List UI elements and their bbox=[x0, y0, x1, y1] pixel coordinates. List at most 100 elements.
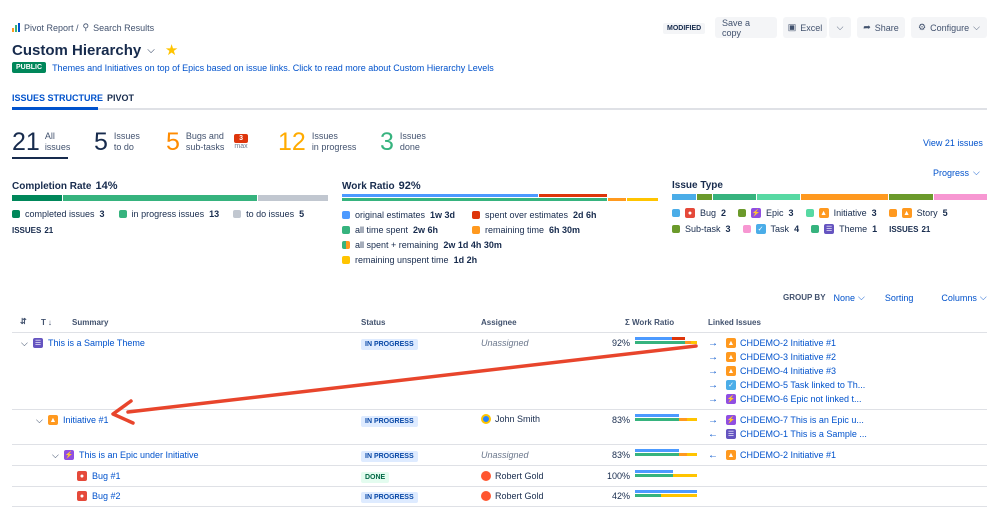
table-row-theme[interactable]: ☰ This is a Sample Theme bbox=[33, 338, 145, 348]
issue-type-bar bbox=[672, 194, 987, 200]
legend-value: 1 bbox=[872, 224, 878, 234]
column-work-ratio[interactable]: Σ Work Ratio bbox=[625, 318, 675, 327]
stat-in-progress[interactable]: 12 Issues in progress bbox=[278, 128, 356, 156]
legend-label: original estimates bbox=[355, 210, 426, 220]
row-summary[interactable]: Initiative #1 bbox=[63, 415, 109, 425]
column-status[interactable]: Status bbox=[361, 318, 386, 327]
group-by-dropdown[interactable]: None ⌵ bbox=[834, 292, 865, 303]
stat-all-issues[interactable]: 21 All issues bbox=[12, 128, 70, 159]
header-divider bbox=[12, 332, 987, 333]
excel-menu-button[interactable]: ⌵ bbox=[829, 17, 851, 38]
tab-pivot[interactable]: PIVOT bbox=[107, 93, 134, 103]
table-row-epic[interactable]: ⚡ This is an Epic under Initiative bbox=[64, 450, 199, 460]
legend-swatch bbox=[672, 225, 680, 233]
progress-dropdown[interactable]: Progress ⌵ bbox=[933, 167, 980, 178]
linked-issue[interactable]: → ▲ CHDEMO-2 Initiative #1 bbox=[708, 336, 865, 350]
linked-issue[interactable]: → ▲ CHDEMO-3 Initiative #2 bbox=[708, 350, 865, 364]
linked-issue[interactable]: → ⚡ CHDEMO-7 This is an Epic u... bbox=[708, 413, 867, 427]
row-chevron-icon[interactable]: ⌵ bbox=[21, 338, 28, 348]
completion-total: 21 bbox=[44, 226, 54, 235]
status-badge[interactable]: IN PROGRESS bbox=[361, 492, 418, 503]
title-row: Custom Hierarchy ⌵ ★ bbox=[12, 41, 179, 60]
linked-issue-label: CHDEMO-4 Initiative #3 bbox=[740, 366, 837, 376]
stat-done[interactable]: 3 Issues done bbox=[380, 128, 426, 156]
assignee: John Smith bbox=[481, 414, 540, 424]
linked-issue[interactable]: ← ▲ CHDEMO-2 Initiative #1 bbox=[708, 448, 836, 462]
group-by-value: None bbox=[833, 292, 856, 303]
column-summary[interactable]: Summary bbox=[72, 318, 109, 327]
save-copy-button[interactable]: Save a copy bbox=[715, 17, 777, 38]
legend-value: 2w 1d 4h 30m bbox=[443, 240, 502, 250]
table-row-bug-2[interactable]: ● Bug #2 bbox=[77, 491, 121, 501]
legend-label: completed issues bbox=[25, 209, 95, 219]
work-ratio-title: Work Ratio bbox=[342, 180, 395, 192]
share-button[interactable]: ➦ Share bbox=[857, 17, 905, 38]
columns-dropdown[interactable]: Columns ⌵ bbox=[941, 292, 986, 303]
column-assignee[interactable]: Assignee bbox=[481, 318, 517, 327]
stat-bugs-subtasks[interactable]: 5 Bugs and sub-tasks 3 max bbox=[166, 128, 248, 156]
legend-value: 4 bbox=[794, 224, 800, 234]
view-all-issues-link[interactable]: View 21 issues bbox=[923, 138, 983, 148]
legend-value: 13 bbox=[209, 209, 220, 219]
linked-issue[interactable]: ← ☰ CHDEMO-1 This is a Sample ... bbox=[708, 427, 867, 441]
link-arrow-icon: → bbox=[708, 365, 718, 377]
status-badge[interactable]: DONE bbox=[361, 472, 390, 483]
excel-button[interactable]: ▣ Excel bbox=[783, 17, 827, 38]
avatar bbox=[481, 414, 491, 424]
tab-issues-structure[interactable]: ISSUES STRUCTURE bbox=[12, 93, 103, 103]
column-linked-issues[interactable]: Linked Issues bbox=[708, 318, 761, 327]
stat-number: 21 bbox=[12, 128, 40, 156]
link-arrow-icon: ← bbox=[708, 449, 718, 461]
row-summary[interactable]: Bug #1 bbox=[92, 471, 121, 481]
column-type[interactable]: T ↓ bbox=[41, 318, 52, 327]
legend-label: all spent + remaining bbox=[355, 240, 439, 250]
row-chevron-icon[interactable]: ⌵ bbox=[52, 450, 59, 460]
legend-original-estimates: original estimates 1w 3d bbox=[342, 210, 472, 220]
chevron-down-icon[interactable]: ⌵ bbox=[147, 44, 155, 56]
share-label: Share bbox=[874, 22, 899, 33]
status-badge[interactable]: IN PROGRESS bbox=[361, 339, 418, 350]
breadcrumb-pivot-report[interactable]: Pivot Report / bbox=[24, 22, 79, 33]
row-summary[interactable]: This is a Sample Theme bbox=[48, 338, 145, 348]
description-link[interactable]: Themes and Initiatives on top of Epics b… bbox=[52, 62, 494, 73]
assignee-name: Robert Gold bbox=[495, 471, 544, 481]
legend-label: remaining time bbox=[485, 225, 545, 235]
sorting-button[interactable]: Sorting bbox=[884, 292, 914, 303]
linked-issue[interactable]: → ✓ CHDEMO-5 Task linked to Th... bbox=[708, 378, 865, 392]
linked-issue[interactable]: → ⚡ CHDEMO-6 Epic not linked t... bbox=[708, 392, 865, 406]
row-summary[interactable]: Bug #2 bbox=[92, 491, 121, 501]
legend-swatch bbox=[888, 209, 897, 217]
chevron-down-icon: ⌵ bbox=[979, 292, 987, 302]
configure-button[interactable]: ⚙ Configure ⌵ bbox=[911, 17, 987, 38]
legend-value: 5 bbox=[942, 208, 948, 218]
stat-to-do[interactable]: 5 Issues to do bbox=[94, 128, 140, 156]
bug-icon: ● bbox=[77, 491, 87, 501]
link-arrow-icon: → bbox=[708, 337, 718, 349]
issue-type-total-value: 21 bbox=[921, 224, 931, 234]
status-badge[interactable]: IN PROGRESS bbox=[361, 416, 418, 427]
legend-value: 3 bbox=[725, 224, 731, 234]
issue-type-total-label: ISSUES bbox=[889, 224, 919, 234]
legend-swatch bbox=[811, 225, 820, 233]
column-type-label: T bbox=[41, 318, 46, 327]
issue-type-title: Issue Type bbox=[672, 180, 723, 191]
linked-issues-list: → ▲ CHDEMO-2 Initiative #1 → ▲ CHDEMO-3 Init… bbox=[708, 336, 865, 406]
linked-issue[interactable]: → ▲ CHDEMO-4 Initiative #3 bbox=[708, 364, 865, 378]
assignee: Unassigned bbox=[481, 338, 529, 348]
status-badge[interactable]: IN PROGRESS bbox=[361, 451, 418, 462]
link-arrow-icon: → bbox=[708, 351, 718, 363]
stat-number: 5 bbox=[166, 128, 180, 156]
sort-down-icon: ↓ bbox=[47, 318, 52, 327]
expand-collapse-icon[interactable]: ⇵ bbox=[20, 317, 27, 326]
breadcrumb-search-results[interactable]: Search Results bbox=[93, 22, 155, 33]
initiative-icon: ▲ bbox=[726, 366, 736, 376]
columns-label: Columns bbox=[941, 292, 977, 303]
table-row-bug-1[interactable]: ● Bug #1 bbox=[77, 471, 121, 481]
initiative-icon: ▲ bbox=[818, 208, 829, 218]
row-summary[interactable]: This is an Epic under Initiative bbox=[79, 450, 199, 460]
row-divider bbox=[12, 409, 987, 410]
row-chevron-icon[interactable]: ⌵ bbox=[36, 415, 43, 425]
linked-issue-label: CHDEMO-5 Task linked to Th... bbox=[740, 380, 866, 390]
star-icon[interactable]: ★ bbox=[164, 42, 179, 59]
table-row-initiative[interactable]: ▲ Initiative #1 bbox=[48, 415, 109, 425]
